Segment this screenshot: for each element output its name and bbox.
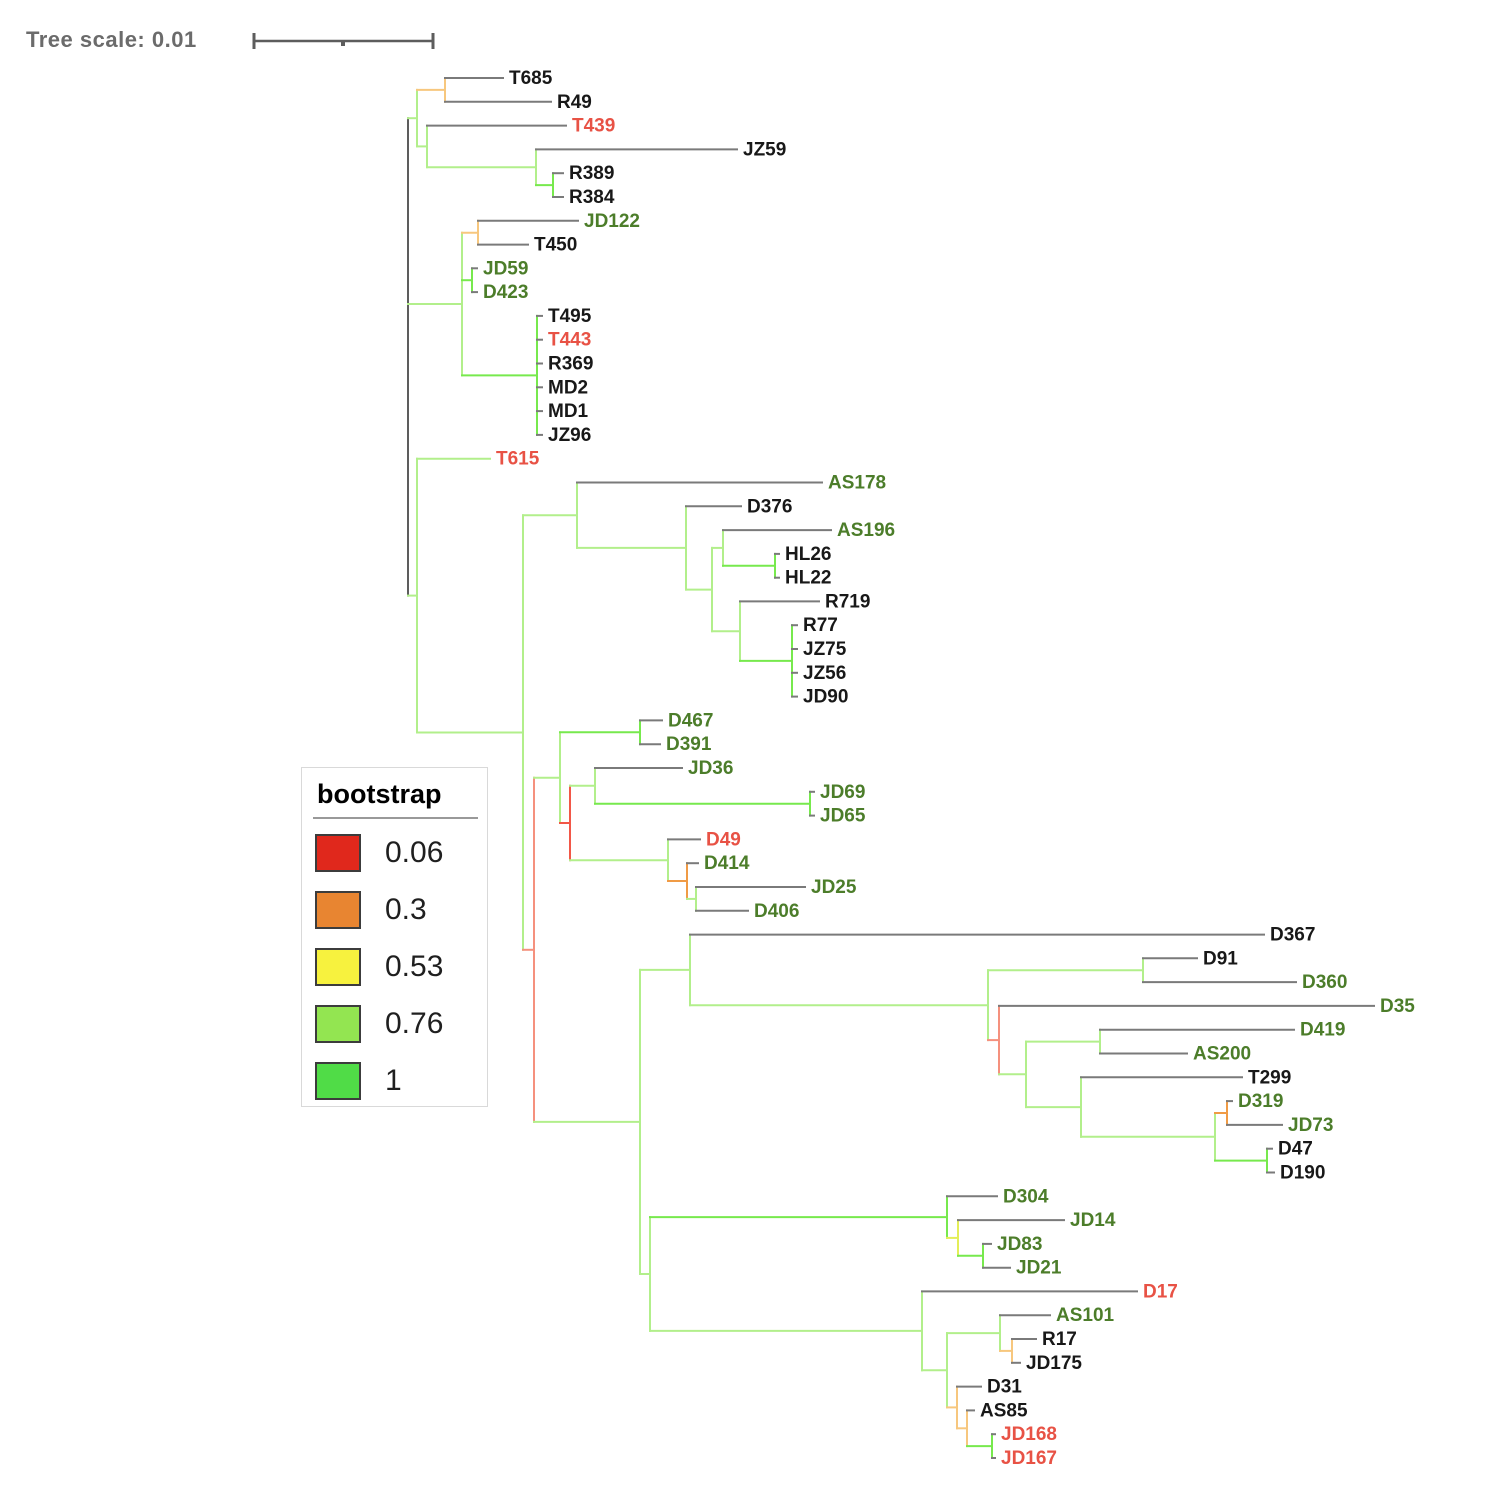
leaf-label-D406[interactable]: D406 bbox=[754, 901, 799, 922]
tree-scale-label: Tree scale: 0.01 bbox=[26, 27, 197, 52]
leaf-label-D17[interactable]: D17 bbox=[1143, 1281, 1178, 1302]
leaf-label-MD2[interactable]: MD2 bbox=[548, 377, 588, 398]
leaf-label-JD59[interactable]: JD59 bbox=[483, 258, 528, 279]
leaf-label-R17[interactable]: R17 bbox=[1042, 1329, 1077, 1350]
legend-divider bbox=[313, 817, 478, 819]
leaf-label-JD73[interactable]: JD73 bbox=[1288, 1115, 1333, 1136]
leaf-label-D419[interactable]: D419 bbox=[1300, 1020, 1345, 1041]
legend-rows: 0.06 0.3 0.53 0.76 1 bbox=[302, 834, 487, 1100]
legend-value: 0.53 bbox=[385, 950, 444, 983]
leaf-label-AS178[interactable]: AS178 bbox=[828, 473, 886, 494]
leaf-label-D391[interactable]: D391 bbox=[666, 734, 712, 755]
leaf-label-AS101[interactable]: AS101 bbox=[1056, 1305, 1115, 1326]
leaf-label-D31[interactable]: D31 bbox=[987, 1377, 1022, 1398]
leaf-label-T439[interactable]: T439 bbox=[572, 116, 615, 137]
leaf-label-R49[interactable]: R49 bbox=[557, 92, 592, 113]
leaf-label-R384[interactable]: R384 bbox=[569, 187, 615, 208]
leaf-label-D467[interactable]: D467 bbox=[668, 710, 713, 731]
leaf-label-JD65[interactable]: JD65 bbox=[820, 806, 866, 827]
legend-value: 0.06 bbox=[385, 836, 444, 869]
legend-title: bootstrap bbox=[317, 779, 442, 809]
leaf-label-T443[interactable]: T443 bbox=[548, 330, 591, 351]
leaf-label-D414[interactable]: D414 bbox=[704, 853, 750, 874]
leaf-label-JZ96[interactable]: JZ96 bbox=[548, 425, 591, 446]
legend-swatch-0.53 bbox=[315, 948, 361, 986]
leaf-label-JD21[interactable]: JD21 bbox=[1016, 1258, 1062, 1279]
leaf-label-D319[interactable]: D319 bbox=[1238, 1091, 1283, 1112]
leaf-label-JZ59[interactable]: JZ59 bbox=[743, 139, 786, 160]
bootstrap-legend: bootstrap 0.06 0.3 0.53 0.76 1 bbox=[301, 767, 488, 1107]
leaf-label-T450[interactable]: T450 bbox=[534, 235, 577, 256]
leaf-label-T495[interactable]: T495 bbox=[548, 306, 592, 327]
legend-item-0.76: 0.76 bbox=[315, 1005, 487, 1043]
leaf-label-HL26[interactable]: HL26 bbox=[785, 544, 831, 565]
legend-swatch-0.06 bbox=[315, 834, 361, 872]
leaf-label-AS85[interactable]: AS85 bbox=[980, 1400, 1028, 1421]
legend-item-0.06: 0.06 bbox=[315, 834, 487, 872]
legend-item-1: 1 bbox=[315, 1062, 487, 1100]
leaf-label-JD36[interactable]: JD36 bbox=[688, 758, 733, 779]
leaf-label-JD167[interactable]: JD167 bbox=[1001, 1448, 1057, 1469]
legend-item-0.3: 0.3 bbox=[315, 891, 487, 929]
leaf-label-JD69[interactable]: JD69 bbox=[820, 782, 865, 803]
leaf-label-JD168[interactable]: JD168 bbox=[1001, 1424, 1057, 1445]
leaf-label-D47[interactable]: D47 bbox=[1278, 1139, 1313, 1160]
leaf-label-D91[interactable]: D91 bbox=[1203, 948, 1238, 969]
leaf-label-R719[interactable]: R719 bbox=[825, 591, 870, 612]
leaf-label-D376[interactable]: D376 bbox=[747, 496, 792, 517]
leaf-label-MD1[interactable]: MD1 bbox=[548, 401, 589, 422]
leaf-label-D35[interactable]: D35 bbox=[1380, 996, 1415, 1017]
leaf-label-D360[interactable]: D360 bbox=[1302, 972, 1347, 993]
legend-value: 0.3 bbox=[385, 893, 427, 926]
legend-swatch-0.76 bbox=[315, 1005, 361, 1043]
tree-scale-bar bbox=[252, 33, 435, 49]
leaf-label-AS196[interactable]: AS196 bbox=[837, 520, 895, 541]
leaf-label-D49[interactable]: D49 bbox=[706, 829, 741, 850]
leaf-label-JD83[interactable]: JD83 bbox=[997, 1234, 1042, 1255]
leaf-label-JZ75[interactable]: JZ75 bbox=[803, 639, 847, 660]
leaf-label-T615[interactable]: T615 bbox=[496, 449, 540, 470]
leaf-label-HL22[interactable]: HL22 bbox=[785, 568, 831, 589]
leaf-label-R389[interactable]: R389 bbox=[569, 163, 614, 184]
legend-value: 0.76 bbox=[385, 1007, 444, 1040]
leaf-label-D423[interactable]: D423 bbox=[483, 282, 528, 303]
leaf-label-R77[interactable]: R77 bbox=[803, 615, 838, 636]
legend-swatch-0.3 bbox=[315, 891, 361, 929]
leaf-label-D304[interactable]: D304 bbox=[1003, 1186, 1049, 1207]
leaf-label-D190[interactable]: D190 bbox=[1280, 1163, 1325, 1184]
leaf-label-T685[interactable]: T685 bbox=[509, 68, 553, 89]
leaf-label-R369[interactable]: R369 bbox=[548, 354, 593, 375]
leaf-label-D367[interactable]: D367 bbox=[1270, 925, 1315, 946]
leaf-label-T299[interactable]: T299 bbox=[1248, 1067, 1291, 1088]
leaf-label-JD14[interactable]: JD14 bbox=[1070, 1210, 1116, 1231]
legend-item-0.53: 0.53 bbox=[315, 948, 487, 986]
legend-value: 1 bbox=[385, 1064, 402, 1097]
leaf-label-JD90[interactable]: JD90 bbox=[803, 687, 848, 708]
leaf-label-JD175[interactable]: JD175 bbox=[1026, 1353, 1082, 1374]
leaf-label-JD122[interactable]: JD122 bbox=[584, 211, 640, 232]
leaf-label-AS200[interactable]: AS200 bbox=[1193, 1044, 1251, 1065]
leaf-label-JZ56[interactable]: JZ56 bbox=[803, 663, 846, 684]
legend-swatch-1 bbox=[315, 1062, 361, 1100]
leaf-label-JD25[interactable]: JD25 bbox=[811, 877, 857, 898]
